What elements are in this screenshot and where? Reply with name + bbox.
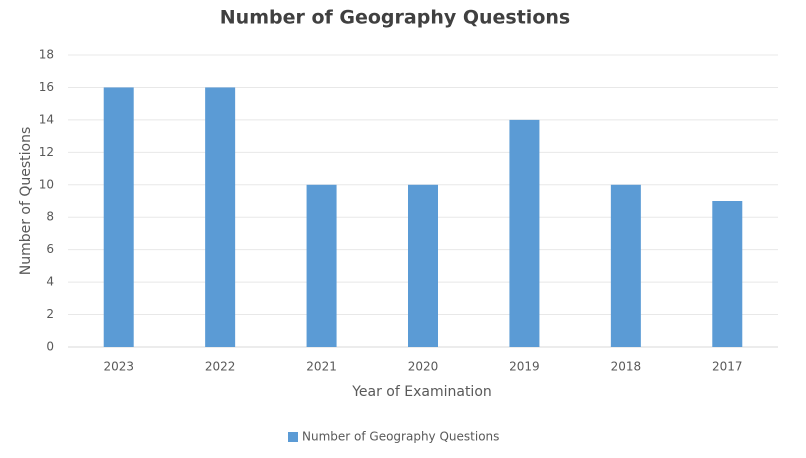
- bar: [408, 184, 438, 347]
- y-tick-label: 4: [46, 275, 54, 289]
- x-axis-title: Year of Examination: [351, 384, 492, 400]
- y-tick-label: 16: [39, 80, 54, 94]
- x-tick-label: 2018: [611, 360, 642, 374]
- y-tick-label: 8: [46, 210, 54, 224]
- bar: [205, 87, 236, 347]
- x-tick-label: 2022: [205, 360, 236, 374]
- y-axis-title: Number of Questions: [18, 127, 34, 276]
- chart-title: Number of Geography Questions: [220, 7, 570, 29]
- x-tick-label: 2021: [306, 360, 337, 374]
- y-tick-label: 2: [46, 307, 54, 321]
- bar: [509, 119, 540, 347]
- legend-swatch: [288, 432, 298, 442]
- x-tick-label: 2017: [712, 360, 743, 374]
- bar: [610, 184, 641, 347]
- y-tick-label: 10: [39, 177, 54, 191]
- x-tick-label: 2020: [408, 360, 439, 374]
- y-tick-label: 18: [39, 48, 54, 62]
- y-tick-label: 14: [39, 112, 54, 126]
- bar: [712, 201, 743, 347]
- x-tick-label: 2023: [103, 360, 134, 374]
- y-tick-label: 0: [46, 340, 54, 354]
- bar: [306, 184, 337, 347]
- x-tick-label: 2019: [509, 360, 540, 374]
- bar: [103, 87, 134, 347]
- y-tick-label: 6: [46, 242, 54, 256]
- y-tick-label: 12: [39, 145, 54, 159]
- legend-label: Number of Geography Questions: [302, 430, 499, 444]
